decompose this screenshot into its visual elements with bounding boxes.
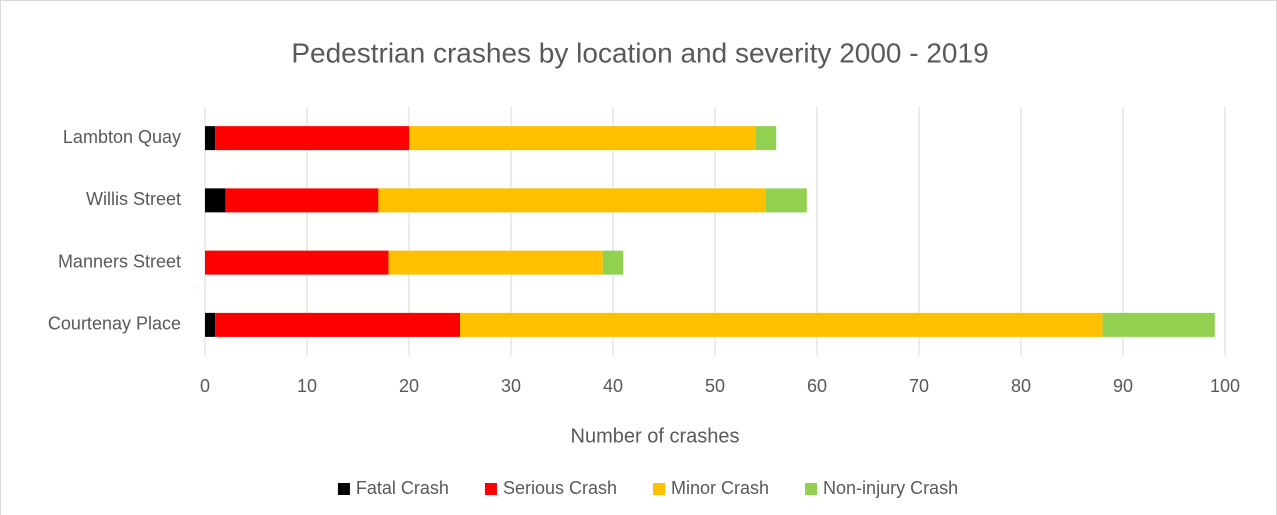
bar-segment: [205, 312, 216, 337]
bar-segment: [205, 250, 389, 275]
legend-label: Serious Crash: [503, 478, 617, 498]
bar-segment: [205, 126, 216, 151]
x-tick-label: 20: [399, 376, 419, 396]
x-tick-label: 80: [1011, 376, 1031, 396]
x-tick-label: 10: [297, 376, 317, 396]
y-tick-label: Courtenay Place: [48, 314, 181, 334]
x-tick-label: 0: [200, 376, 210, 396]
bar-segment: [1102, 312, 1215, 337]
legend-label: Non-injury Crash: [823, 478, 958, 498]
bar-segment: [205, 188, 226, 213]
bar-segment: [215, 126, 409, 151]
y-tick-label: Willis Street: [86, 189, 181, 209]
x-tick-label: 70: [909, 376, 929, 396]
legend-swatch: [653, 483, 666, 495]
bar-segment: [755, 126, 777, 151]
legend-label: Minor Crash: [671, 478, 769, 498]
bar-segment: [766, 188, 807, 213]
bar-segment: [602, 250, 624, 275]
bar-segment: [460, 312, 1103, 337]
bar-segment: [225, 188, 379, 213]
bar-segment: [388, 250, 603, 275]
legend: Fatal Crash Serious Crash Minor Crash Non-i…: [337, 478, 958, 498]
x-tick-label: 90: [1113, 376, 1133, 396]
bar-segment: [409, 126, 756, 151]
x-tick-label: 30: [501, 376, 521, 396]
chart-title: Pedestrian crashes by location and sever…: [291, 37, 988, 68]
legend-swatch: [484, 483, 497, 495]
legend-swatch: [337, 483, 350, 495]
x-tick-label: 50: [705, 376, 725, 396]
x-axis-title: Number of crashes: [571, 425, 740, 447]
x-tick-label: 100: [1210, 376, 1240, 396]
y-tick-label: Manners Street: [58, 251, 181, 271]
bar-segment: [215, 312, 460, 337]
x-tick-label: 40: [603, 376, 623, 396]
y-tick-label: Lambton Quay: [63, 127, 181, 147]
legend-label: Fatal Crash: [356, 478, 449, 498]
legend-swatch: [805, 483, 818, 495]
bar-segment: [378, 188, 766, 213]
x-tick-label: 60: [807, 376, 827, 396]
